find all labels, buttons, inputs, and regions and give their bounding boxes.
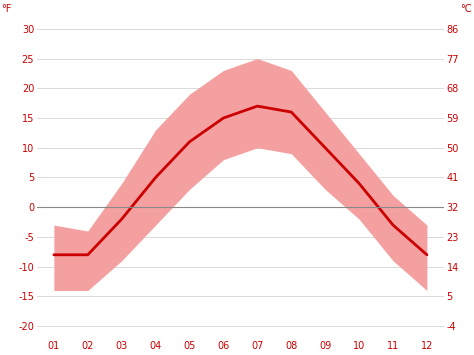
Text: °C: °C bbox=[461, 4, 472, 14]
Text: °F: °F bbox=[1, 4, 11, 14]
